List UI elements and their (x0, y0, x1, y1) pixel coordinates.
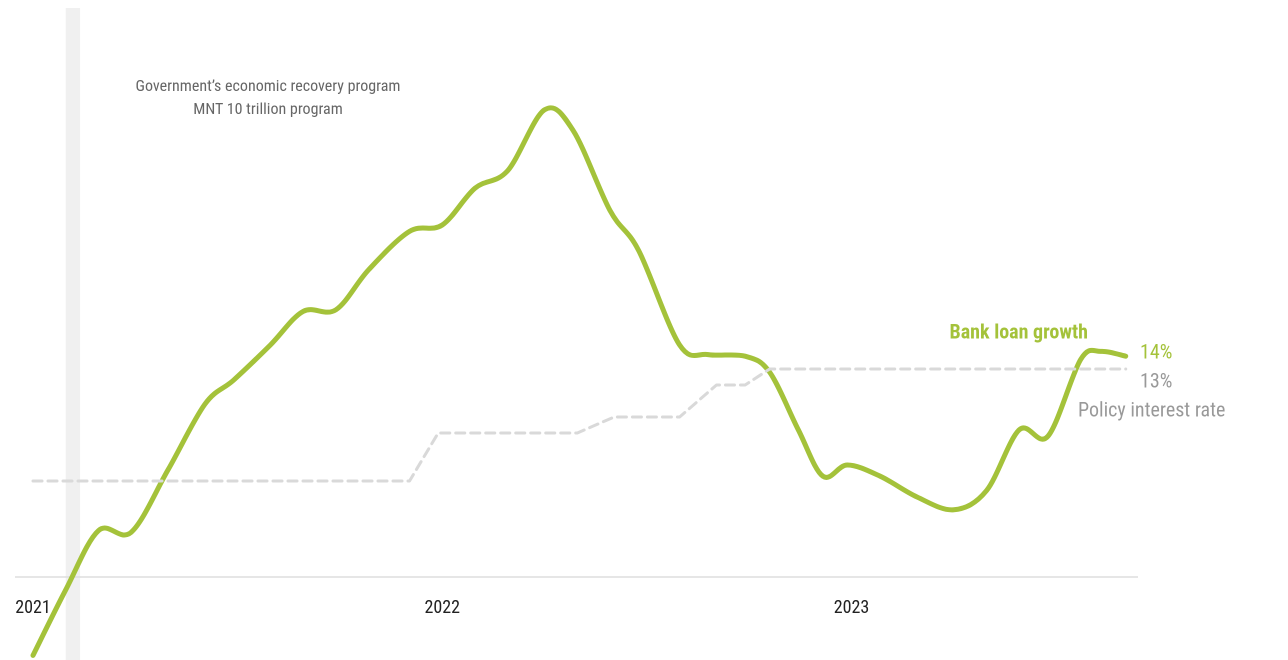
annotation-text: MNT 10 trillion program (193, 99, 342, 118)
end-value-label: 13% (1140, 368, 1172, 392)
x-tick-label: 2023 (834, 597, 870, 618)
end-value-label: 14% (1140, 339, 1172, 363)
x-tick-label: 2021 (15, 597, 51, 618)
series-line (30, 105, 1129, 658)
annotation-text: Government’s economic recovery program (136, 76, 401, 95)
series-name: Policy interest rate (1078, 397, 1225, 421)
series-line (31, 367, 1128, 483)
program-band (65, 8, 81, 660)
series-name: Bank loan growth (950, 319, 1088, 343)
x-tick-label: 2022 (424, 597, 460, 618)
